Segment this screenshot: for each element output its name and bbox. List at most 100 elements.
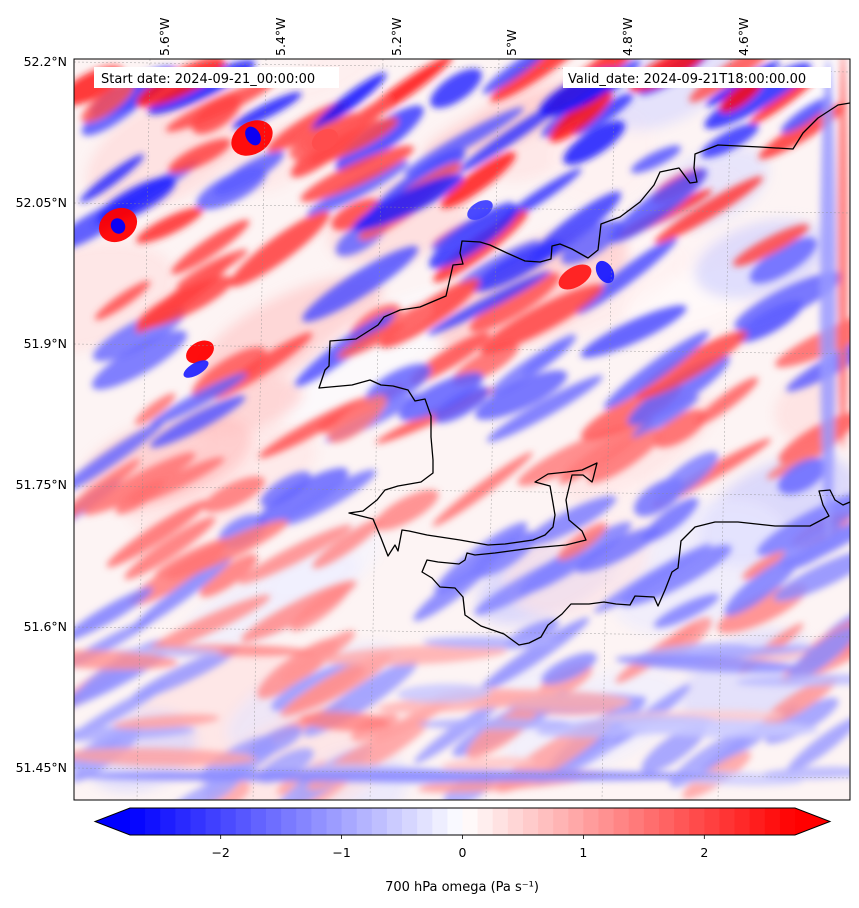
- colorbar-cell: [386, 808, 403, 835]
- field-streak: [413, 697, 504, 764]
- field-streak: [150, 372, 248, 427]
- field-streak: [773, 548, 850, 602]
- lat-tick-label: 51.45°N: [16, 760, 67, 775]
- field-patch: [181, 552, 361, 651]
- colorbar-cell: [160, 808, 176, 835]
- field-streak: [576, 237, 678, 314]
- info-box-valid: Valid_date: 2024-09-21T18:00:00.00: [563, 67, 831, 88]
- field-streak: [203, 476, 265, 513]
- field-streak: [563, 120, 626, 165]
- field-streak: [475, 370, 568, 420]
- field-hotspot: [183, 360, 209, 378]
- field-streak: [79, 154, 144, 203]
- colorbar-cell: [628, 808, 645, 835]
- field-streak: [775, 306, 850, 368]
- field-streak: [307, 117, 399, 165]
- field-streak: [280, 667, 366, 717]
- lat-tick-label: 51.75°N: [16, 477, 67, 492]
- field-streak: [641, 724, 707, 773]
- lon-tick-label: 4.8°W: [620, 18, 635, 57]
- field-hotspot: [558, 264, 592, 290]
- colorbar-cell: [462, 808, 479, 835]
- field-streak: [490, 341, 569, 395]
- field-band: [74, 748, 257, 767]
- lon-tick-label: 5.6°W: [157, 18, 172, 57]
- field-streak: [587, 429, 664, 483]
- colorbar-cell: [538, 808, 554, 835]
- field-streak: [762, 677, 837, 726]
- colorbar-gradient: [130, 808, 796, 835]
- field-streak: [766, 438, 839, 480]
- colorbar-cell: [417, 808, 433, 835]
- colorbar-extend-low: [95, 808, 130, 835]
- colorbar-cell: [130, 808, 146, 835]
- field-streak: [620, 544, 732, 607]
- colorbar-cell: [764, 808, 781, 835]
- field-streak: [171, 219, 250, 275]
- field-hotspot: [186, 340, 214, 364]
- field-streak: [306, 160, 409, 217]
- field-streak: [241, 580, 357, 642]
- colorbar-cell: [522, 808, 539, 835]
- colorbar-cell: [704, 808, 721, 835]
- field-streak: [575, 526, 660, 573]
- field-streak: [458, 239, 541, 286]
- colorbar: −2 −1 0 1 2 700 hPa omega (Pa s⁻¹): [93, 807, 832, 895]
- colorbar-cell: [371, 808, 388, 835]
- colorbar-tick-label: 1: [579, 845, 587, 860]
- field-band: [441, 757, 536, 771]
- field-streak: [337, 322, 405, 359]
- field-edge-band: [74, 770, 730, 782]
- colorbar-cell: [583, 808, 600, 835]
- colorbar-cell: [356, 808, 373, 835]
- colorbar-cell: [477, 808, 494, 835]
- field-streak: [331, 198, 382, 231]
- colorbar-cell: [235, 808, 252, 835]
- latitude-tick-labels: 52.2°N 52.05°N 51.9°N 51.75°N 51.6°N 51.…: [16, 54, 67, 775]
- colorbar-tick-label: 0: [459, 845, 467, 860]
- field-streak: [778, 457, 827, 495]
- field-streak: [440, 152, 516, 209]
- field-streak: [168, 776, 240, 800]
- field-streak: [202, 780, 250, 800]
- field-edge-band: [820, 60, 836, 540]
- colorbar-cell: [779, 808, 796, 835]
- field-streak: [94, 280, 151, 321]
- lon-tick-label: 4.6°W: [736, 18, 751, 57]
- field-streak: [403, 107, 524, 176]
- field-hotspot: [467, 200, 493, 220]
- colorbar-cell: [492, 808, 509, 835]
- field-band: [615, 654, 798, 673]
- field-streak: [176, 249, 248, 289]
- field-band: [735, 674, 850, 687]
- field-streak: [561, 220, 624, 265]
- coastline: [318, 102, 850, 646]
- field-streak: [399, 372, 484, 421]
- field-streak: [541, 652, 597, 685]
- field-band: [320, 644, 508, 666]
- colorbar-cell: [613, 808, 630, 835]
- field-streak: [469, 272, 560, 333]
- colorbar-outline: [93, 807, 832, 836]
- field-streak: [653, 593, 720, 628]
- lat-tick-label: 52.2°N: [24, 54, 67, 69]
- field-streak: [431, 201, 513, 250]
- colorbar-cell: [689, 808, 705, 835]
- field-streak: [780, 96, 833, 134]
- colorbar-cell: [719, 808, 736, 835]
- colorbar-cell: [145, 808, 161, 835]
- field-band: [112, 714, 220, 730]
- field-streak: [134, 393, 176, 425]
- valid-date-label: Valid_date: 2024-09-21T18:00:00.00: [568, 72, 806, 87]
- field-streak: [300, 145, 414, 202]
- field-streak: [653, 409, 707, 448]
- colorbar-cell: [296, 808, 312, 835]
- colorbar-cell: [326, 808, 343, 835]
- field-streak: [733, 224, 809, 267]
- field-patch: [184, 378, 304, 438]
- colorbar-cell: [658, 808, 675, 835]
- field-streak: [258, 397, 368, 459]
- field-streak: [81, 81, 135, 123]
- field-streak: [74, 458, 141, 530]
- field-streak: [83, 452, 196, 516]
